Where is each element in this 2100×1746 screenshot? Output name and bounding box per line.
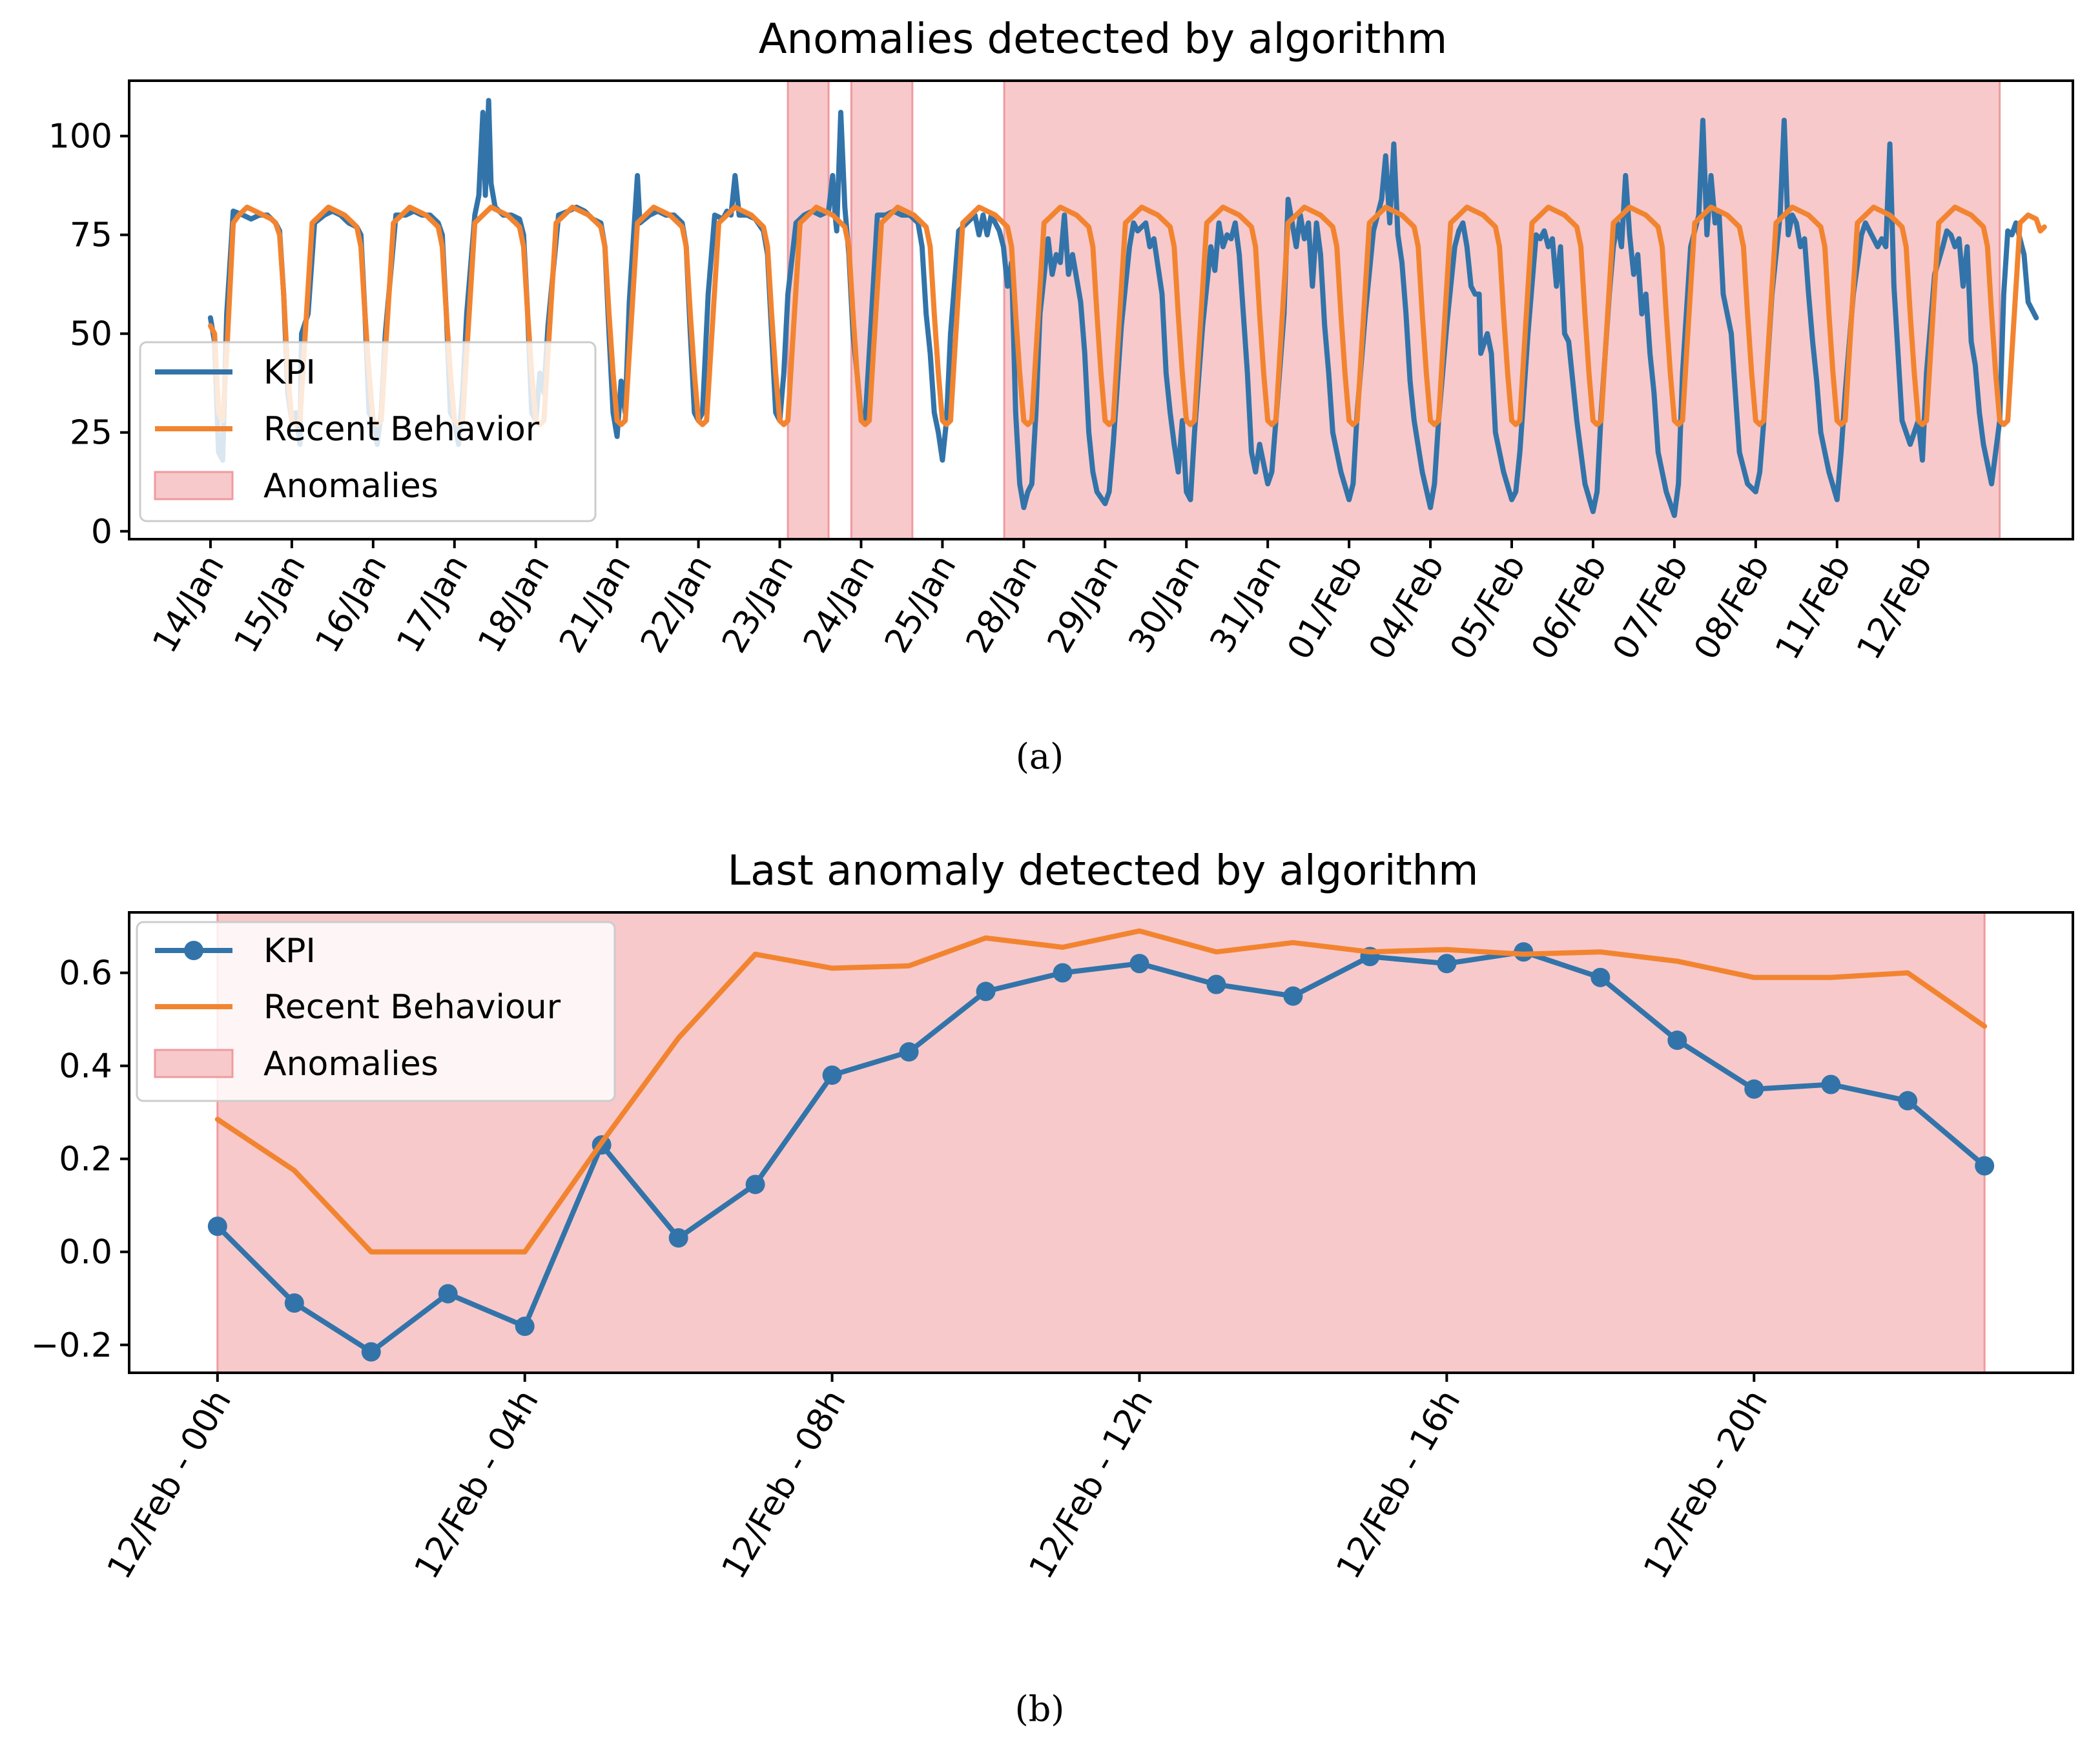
chart-b-kpi-point — [745, 1175, 765, 1195]
chart-a-y-tick-label: 100 — [48, 118, 112, 156]
chart-b-legend-kpi-marker — [184, 941, 203, 960]
chart-b-kpi-point — [1206, 974, 1226, 994]
chart-a-legend-anomalies: Anomalies — [263, 467, 438, 506]
chart-b-kpi-point — [1744, 1079, 1764, 1099]
chart-b-legend-box — [136, 921, 616, 1102]
chart-b-title: Last anomaly detected by algorithm — [728, 847, 1479, 895]
chart-a-anomaly-span — [850, 79, 914, 540]
chart-b-kpi-point — [438, 1284, 458, 1304]
chart-b: Last anomaly detected by algorithm −0.2 0… — [31, 847, 2074, 1729]
chart-b-legend-anomalies: Anomalies — [263, 1045, 438, 1084]
chart-b-kpi-point — [1437, 954, 1457, 974]
chart-a-caption: (a) — [1016, 736, 1064, 777]
chart-b-y-tick-label: −0.2 — [31, 1326, 112, 1365]
chart-b-kpi-point — [361, 1342, 381, 1362]
chart-b-kpi-point — [976, 981, 996, 1001]
chart-b-y-tick-label: 0.2 — [59, 1140, 112, 1179]
chart-b-kpi-point — [822, 1065, 842, 1085]
chart-b-y-tick-label: 0.6 — [59, 954, 112, 993]
chart-a-legend-recent: Recent Behavior — [263, 410, 540, 449]
chart-b-legend: KPI Recent Behaviour Anomalies — [136, 921, 616, 1102]
chart-b-kpi-point — [1898, 1091, 1918, 1111]
chart-a-legend: KPI Recent Behavior Anomalies — [139, 341, 597, 522]
chart-b-caption: (b) — [1015, 1689, 1065, 1729]
chart-b-series — [207, 928, 1995, 1362]
chart-b-y-tick-label: 0.0 — [59, 1233, 112, 1272]
chart-b-kpi-point — [284, 1293, 304, 1313]
chart-b-kpi-point — [899, 1042, 919, 1062]
chart-a-recent-behavior-line — [207, 204, 2047, 427]
chart-a-y-tick-label: 0 — [91, 513, 112, 551]
chart-b-kpi-point — [207, 1217, 227, 1237]
chart-a-y-tick-label: 25 — [70, 414, 112, 453]
chart-b-kpi-point — [515, 1316, 535, 1336]
chart-b-legend-kpi: KPI — [263, 932, 316, 971]
chart-b-kpi-point — [1821, 1074, 1841, 1094]
chart-b-kpi-point — [668, 1228, 688, 1248]
chart-b-kpi-point — [1053, 963, 1073, 983]
chart-b-kpi-point — [1667, 1031, 1687, 1051]
chart-b-kpi-point — [1975, 1156, 1995, 1176]
chart-a-legend-kpi: KPI — [263, 353, 316, 392]
chart-b-recent-behaviour-line — [214, 928, 1988, 1255]
chart-a-legend-anomalies-swatch — [154, 471, 234, 500]
chart-a-title: Anomalies detected by algorithm — [759, 15, 1448, 63]
chart-a-y-tick-label: 50 — [70, 315, 112, 354]
chart-b-kpi-line — [214, 949, 1988, 1355]
chart-b-y-tick-label: 0.4 — [59, 1047, 112, 1086]
chart-a-y-tick-label: 75 — [70, 216, 112, 255]
chart-b-frame — [128, 911, 2074, 1374]
chart-b-legend-recent: Recent Behaviour — [263, 988, 561, 1027]
chart-a-legend-box — [139, 341, 597, 522]
chart-b-legend-anomalies-swatch — [154, 1049, 234, 1078]
chart-b-kpi-point — [1129, 954, 1149, 974]
chart-b-kpi-point — [1283, 986, 1303, 1006]
chart-b-y-axis: −0.2 0.0 0.2 0.4 0.6 — [31, 954, 129, 1365]
chart-a-frame — [128, 79, 2074, 540]
chart-a-y-axis: 0 25 50 75 100 — [48, 118, 129, 551]
chart-b-kpi-point — [1590, 967, 1611, 987]
